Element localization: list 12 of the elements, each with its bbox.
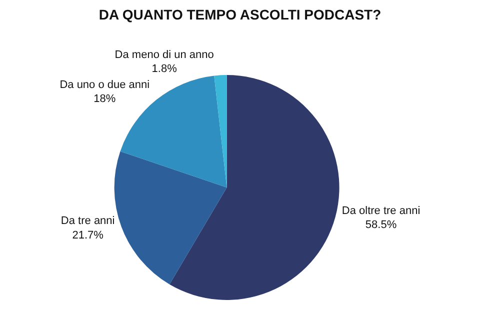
pie-slice: [170, 75, 340, 300]
slice-label: Da tre anni: [60, 215, 115, 228]
data-label: 58.5%: [365, 219, 397, 232]
data-label: 1.8%: [152, 63, 178, 76]
pie-slice: [214, 75, 227, 188]
slice-label: Da uno o due anni: [60, 78, 150, 91]
data-label: 18%: [94, 93, 116, 106]
pie-slice: [114, 151, 227, 284]
slice-label: Da oltre tre anni: [342, 204, 420, 217]
chart-title: DA QUANTO TEMPO ASCOLTI PODCAST?: [98, 6, 382, 22]
data-label: 21.7%: [72, 229, 104, 242]
slice-label: Da meno di un anno: [114, 48, 214, 61]
